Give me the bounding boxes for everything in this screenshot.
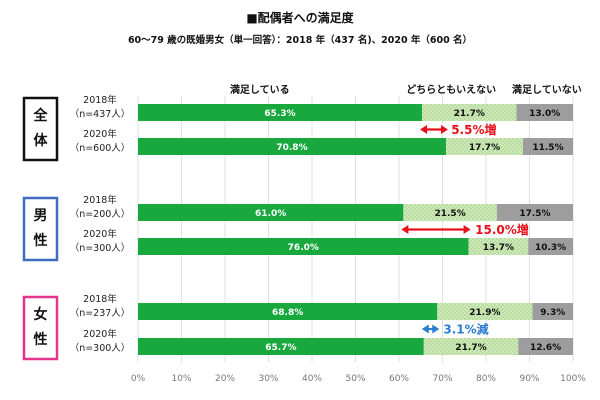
x-tick-label: 70% [432,374,452,384]
bar-value-label: 21.7% [455,343,486,353]
row-year-label: 2018年 [83,293,117,305]
legend-item: 満足している [230,83,290,96]
row-year-label: 2020年 [83,228,117,240]
bar-segment [138,238,469,255]
bar-segment [138,104,423,121]
x-tick-label: 90% [519,374,539,384]
bar-segment [532,303,573,320]
bar-segment [445,138,523,155]
x-tick-label: 40% [302,374,322,384]
group-label-box [22,295,59,361]
bar-segment [516,104,573,121]
group-label-char: 女 [34,306,48,323]
x-tick-label: 80% [476,374,496,384]
row-n-label: （n=437人） [70,108,131,120]
bar-segment [437,303,533,320]
bar-segment [468,238,529,255]
bar-value-label: 76.0% [288,243,319,253]
change-arrow-head-left [420,125,428,134]
bar-value-label: 12.6% [530,343,561,353]
row-n-label: （n=600人） [70,142,131,154]
legend-item: どちらともいえない [406,83,496,96]
legend: 満足している どちらともいえない 満足していない [230,83,582,96]
group-label-char: 体 [34,132,49,149]
bar-segment [423,338,519,355]
row-n-label: （n=200人） [70,208,131,220]
bar-value-label: 68.8% [272,308,303,318]
x-tick-label: 10% [171,374,191,384]
bar-value-label: 65.3% [264,109,295,119]
row-year-label: 2020年 [83,328,117,340]
bar-value-label: 61.0% [255,209,286,219]
bar-value-label: 21.9% [469,308,500,318]
bar-segment [403,204,497,221]
bar-segment [138,338,424,355]
bar-group: 全体 2018年 （n=437人） 65.3% 21.7% 13.0% 2020年 （n=60… [22,94,573,162]
x-tick-label: 0% [131,374,146,384]
group-label-char: 男 [34,208,48,224]
bar-value-label: 10.3% [535,243,566,253]
x-tick-label: 60% [389,374,409,384]
change-arrow-head-left [401,225,409,234]
chart-title: ■配偶者への満足度 [246,10,354,25]
bar-value-label: 21.5% [434,209,465,219]
row-year-label: 2020年 [83,128,117,140]
change-arrow-head-right [432,324,440,334]
group-label-box [22,196,59,262]
change-arrow-head-left [421,324,429,334]
chart-subtitle: 60～79 歳の既婚男女（単一回答）：2018 年（437 名)、2020 年（… [128,34,472,46]
x-tick-label: 100% [560,374,586,384]
bar-value-label: 17.7% [469,143,500,153]
bar-segment [138,138,446,155]
x-tick-label: 20% [215,374,235,384]
bar-value-label: 11.5% [532,143,563,153]
row-year-label: 2018年 [83,194,117,206]
change-arrow-head-right [463,225,471,234]
bar-segment [522,138,573,155]
bar-segment [528,238,573,255]
x-tick-label: 30% [258,374,278,384]
bar-group: 男性 2018年 （n=200人） 61.0% 21.5% 17.5% 2020年 （n=30… [22,194,573,262]
change-label: 5.5%増 [451,122,496,137]
bar-segment [138,204,404,221]
bar-value-label: 17.5% [519,209,550,219]
change-label: 15.0%増 [475,222,529,237]
bar-segment [518,338,573,355]
bar-groups: 全体 2018年 （n=437人） 65.3% 21.7% 13.0% 2020年 （n=60… [22,94,573,361]
bar-value-label: 21.7% [454,109,485,119]
x-tick-label: 50% [345,374,365,384]
bar-segment [138,303,438,320]
row-n-label: （n=300人） [70,242,131,254]
group-label-char: 性 [34,331,48,348]
row-n-label: （n=237人） [70,307,131,319]
bar-value-label: 13.7% [483,243,514,253]
bar-segment [422,104,517,121]
bar-value-label: 70.8% [276,143,307,153]
bar-value-label: 13.0% [529,109,560,119]
group-label-char: 性 [34,232,48,249]
x-axis-ticks: 0% 10% 20% 30% 40% 50% 60% 70% 80% 90% 100% [131,374,586,384]
change-arrow-head-right [440,125,448,134]
legend-item: 満足していない [512,83,582,96]
bar-segment [496,204,573,221]
group-label-char: 全 [33,107,49,124]
bar-value-label: 65.7% [265,343,296,353]
bar-group: 女性 2018年 （n=237人） 68.8% 21.9% 9.3% 2020年 （n=300… [22,293,573,361]
row-year-label: 2018年 [83,94,117,106]
bar-value-label: 9.3% [540,308,565,318]
change-label: 3.1%減 [443,322,488,337]
group-label-box [22,96,59,162]
row-n-label: （n=300人） [70,342,131,354]
